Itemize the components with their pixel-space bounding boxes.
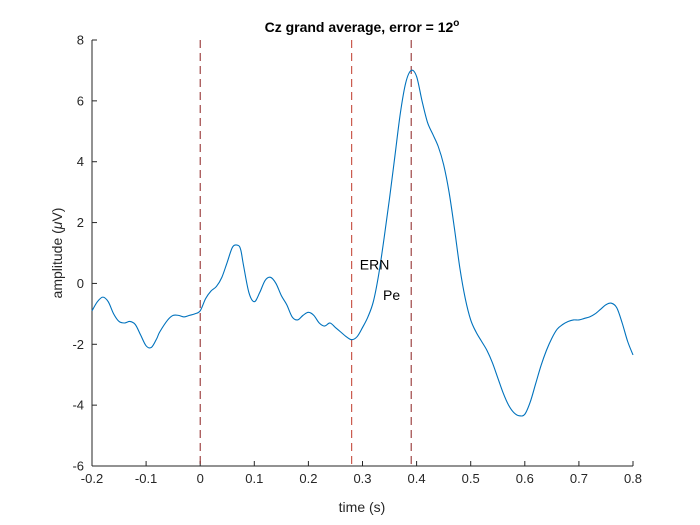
x-tick-label: 0.3 xyxy=(353,471,371,486)
x-tick-label: 0 xyxy=(197,471,204,486)
y-tick-label: 6 xyxy=(77,93,84,108)
x-tick-label: -0.1 xyxy=(135,471,157,486)
x-tick-label: 0.7 xyxy=(570,471,588,486)
y-tick-label: 0 xyxy=(77,276,84,291)
annotation-pe: Pe xyxy=(383,287,400,303)
y-tick-label: -2 xyxy=(72,337,84,352)
x-tick-label: 0.4 xyxy=(408,471,426,486)
y-tick-label: -6 xyxy=(72,459,84,474)
x-axis-label: time (s) xyxy=(339,499,386,515)
y-axis-label: amplitude (μV) xyxy=(49,208,65,299)
annotation-ern: ERN xyxy=(360,257,390,273)
x-tick-label: 0.5 xyxy=(462,471,480,486)
x-tick-label: 0.6 xyxy=(516,471,534,486)
chart-title: Cz grand average, error = 12o xyxy=(265,18,460,35)
x-tick-label: 0.1 xyxy=(245,471,263,486)
plot-area: -0.2 -0.1 0 0.1 0.2 0.3 0.4 0.5 0.6 0.7 0.8 -6 -4 -2 0… xyxy=(72,33,642,487)
x-tick-label: -0.2 xyxy=(81,471,103,486)
y-tick-label: 8 xyxy=(77,33,84,48)
series-line-cz xyxy=(91,69,634,417)
y-tick-label: 2 xyxy=(77,215,84,230)
y-tick-label: 4 xyxy=(77,154,84,169)
x-tick-label: 0.2 xyxy=(299,471,317,486)
x-tick-label: 0.8 xyxy=(624,471,642,486)
y-tick-label: -4 xyxy=(72,398,84,413)
